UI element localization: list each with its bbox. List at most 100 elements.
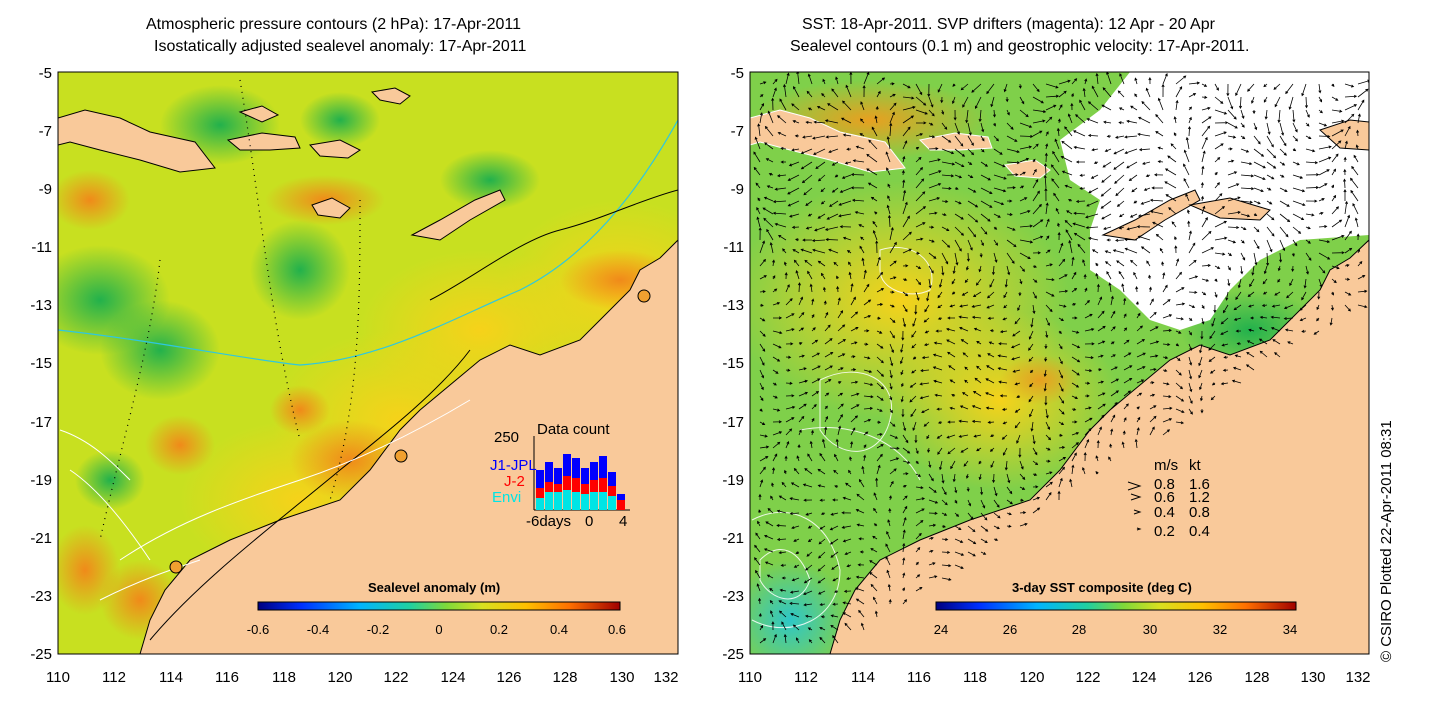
velocity-arrow <box>794 134 800 138</box>
velocity-arrow <box>759 317 766 322</box>
velocity-arrow <box>1357 99 1365 111</box>
velocity-arrow <box>915 291 920 301</box>
velocity-arrow <box>1240 148 1250 153</box>
velocity-arrow <box>1019 210 1031 215</box>
velocity-arrow <box>1045 263 1053 267</box>
velocity-arrow <box>1032 235 1044 241</box>
velocity-arrow <box>1357 88 1369 98</box>
velocity-arrow <box>915 574 921 579</box>
velocity-arrow <box>1057 222 1061 228</box>
velocity-arrow <box>762 207 774 215</box>
velocity-arrow <box>1173 132 1177 137</box>
velocity-arrow <box>1350 177 1359 189</box>
velocity-arrow <box>1266 187 1272 191</box>
velocity-arrow <box>1233 317 1242 321</box>
velocity-arrow <box>785 381 793 385</box>
velocity-arrow <box>844 622 852 631</box>
velocity-arrow <box>850 186 865 190</box>
velocity-arrow <box>793 259 800 267</box>
velocity-arrow <box>1045 218 1050 228</box>
velocity-arrow <box>902 447 911 454</box>
velocity-arrow <box>993 135 999 142</box>
velocity-arrow <box>1201 317 1205 325</box>
velocity-arrow <box>1198 369 1203 379</box>
velocity-arrow <box>1115 238 1125 242</box>
right-colorbar-tick: 34 <box>1283 622 1297 637</box>
velocity-arrow <box>915 265 922 269</box>
velocity-arrow <box>886 204 891 215</box>
velocity-arrow <box>886 569 891 579</box>
velocity-arrow <box>980 226 988 235</box>
velocity-arrow <box>915 561 919 566</box>
velocity-arrow <box>1292 174 1304 179</box>
velocity-arrow <box>1136 225 1151 229</box>
speed-legend: m/s kt 0.8 1.6 0.6 1.2 0.4 0.8 0.2 0.4 <box>1127 457 1210 540</box>
velocity-arrow <box>1148 274 1152 280</box>
velocity-arrow <box>954 538 964 543</box>
velocity-arrow <box>1305 122 1310 127</box>
velocity-arrow <box>989 278 995 288</box>
velocity-arrow <box>1071 442 1079 449</box>
velocity-arrow <box>1110 326 1116 332</box>
velocity-arrow <box>1095 72 1099 85</box>
velocity-arrow <box>1110 295 1114 306</box>
velocity-arrow <box>1214 252 1226 256</box>
velocity-arrow <box>1045 317 1050 327</box>
velocity-arrow <box>837 353 846 358</box>
velocity-arrow <box>764 125 774 137</box>
velocity-arrow <box>1185 193 1190 202</box>
velocity-arrow <box>834 485 839 489</box>
velocity-arrow <box>1016 434 1021 444</box>
velocity-arrow <box>1124 247 1138 254</box>
velocity-arrow <box>859 550 865 554</box>
velocity-arrow <box>1344 94 1358 98</box>
velocity-arrow <box>1058 242 1064 254</box>
velocity-arrow <box>785 328 795 332</box>
velocity-arrow <box>1129 213 1138 218</box>
velocity-arrow <box>801 174 813 184</box>
velocity-arrow <box>1126 119 1138 124</box>
velocity-arrow <box>1167 155 1177 163</box>
velocity-arrow <box>902 304 908 313</box>
velocity-arrow <box>820 200 826 205</box>
velocity-arrow <box>1087 101 1099 111</box>
velocity-arrow <box>900 369 904 376</box>
velocity-arrow <box>807 270 813 280</box>
velocity-arrow <box>1253 174 1266 181</box>
velocity-arrow <box>1136 427 1140 436</box>
velocity-arrow <box>941 226 950 231</box>
velocity-arrow <box>1058 369 1064 379</box>
velocity-arrow <box>997 367 1008 371</box>
velocity-arrow <box>1084 427 1092 436</box>
velocity-arrow <box>1240 226 1247 230</box>
velocity-arrow <box>1288 96 1294 110</box>
velocity-arrow <box>757 520 761 527</box>
velocity-arrow <box>947 420 956 424</box>
velocity-arrow <box>960 447 969 453</box>
velocity-arrow <box>928 109 935 117</box>
velocity-arrow <box>1006 265 1011 276</box>
velocity-arrow <box>1050 164 1060 176</box>
velocity-arrow <box>809 283 813 293</box>
velocity-arrow <box>902 587 905 592</box>
velocity-arrow <box>1199 395 1203 402</box>
velocity-arrow <box>1110 341 1115 345</box>
velocity-arrow <box>967 551 976 557</box>
velocity-arrow <box>1045 104 1057 111</box>
velocity-arrow <box>1019 498 1024 502</box>
velocity-arrow <box>848 271 852 280</box>
left-station-marker <box>394 449 408 463</box>
velocity-arrow <box>772 87 777 98</box>
velocity-arrow <box>954 200 962 205</box>
velocity-arrow <box>954 252 959 266</box>
velocity-arrow <box>1064 126 1073 137</box>
velocity-arrow <box>1124 238 1138 242</box>
velocity-arrow <box>1030 317 1034 328</box>
velocity-arrow <box>986 304 995 309</box>
velocity-arrow <box>1201 83 1208 87</box>
velocity-arrow <box>789 590 800 594</box>
velocity-arrow <box>1123 352 1132 358</box>
velocity-arrow <box>1101 104 1112 111</box>
velocity-arrow <box>978 109 982 123</box>
velocity-arrow <box>1058 395 1065 404</box>
